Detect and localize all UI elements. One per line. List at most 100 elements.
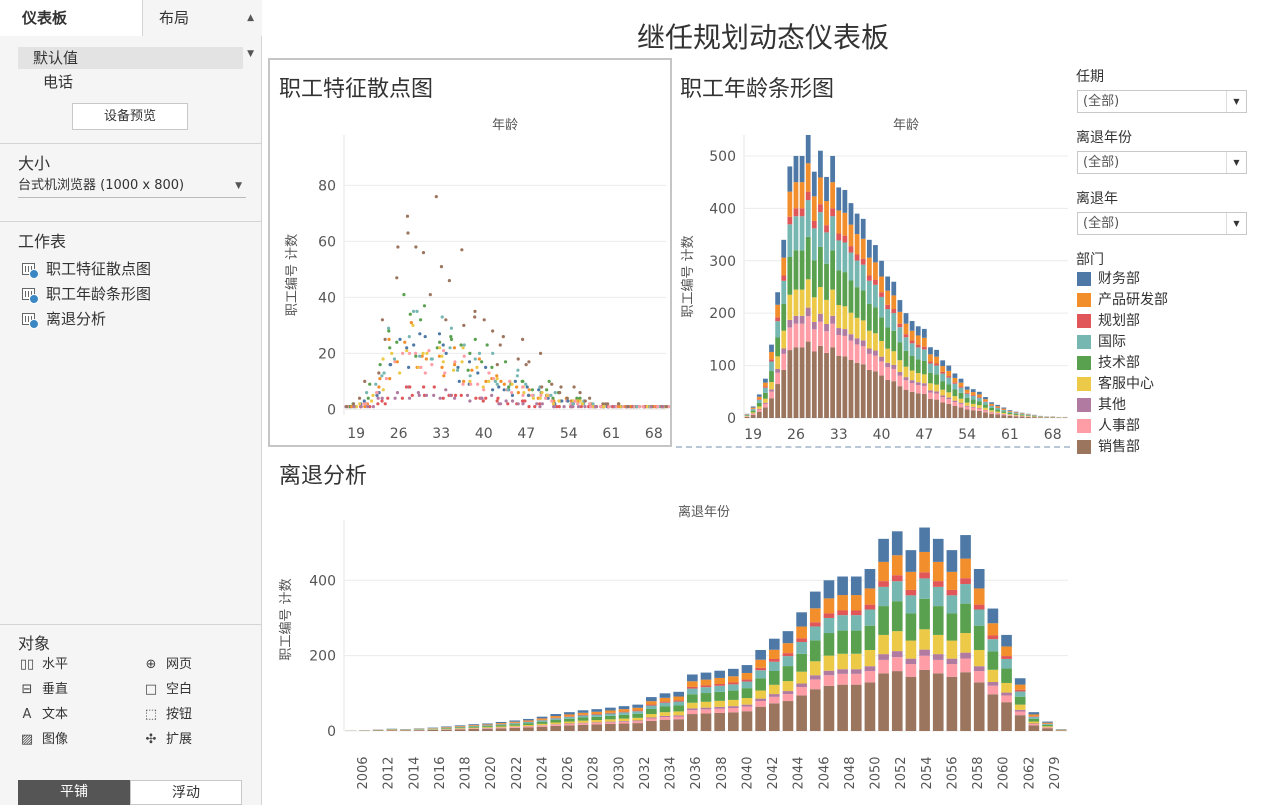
- extension-icon: ✣: [145, 732, 157, 747]
- chevron-down-icon: ▼: [1226, 91, 1246, 112]
- filter-retire-year-dropdown[interactable]: (全部) ▼: [1077, 151, 1247, 174]
- blank-icon: □: [144, 682, 158, 697]
- legend-item[interactable]: 产品研发部: [1077, 290, 1168, 310]
- worksheet-icon: [22, 313, 39, 329]
- legend-swatch: [1077, 440, 1091, 454]
- object-horizontal[interactable]: ▯▯ 水平: [18, 655, 68, 675]
- legend-label: 产品研发部: [1098, 292, 1168, 308]
- legend-label: 其他: [1098, 397, 1126, 413]
- legend-item[interactable]: 国际: [1077, 332, 1126, 352]
- legend-item[interactable]: 客服中心: [1077, 374, 1154, 394]
- divider: [0, 221, 262, 222]
- dashboard-sidebar: 仪表板 布局 ▲ ▼ 默认值 电话 设备预览 大小 台式机浏览器 (1000 x …: [0, 0, 262, 805]
- tab-layout-label: 布局: [159, 9, 190, 27]
- filter-value: (全部): [1083, 94, 1120, 109]
- legend-label: 客服中心: [1098, 376, 1154, 392]
- layout-mode-toggle: 平铺 浮动: [18, 780, 242, 805]
- text-icon: A: [22, 707, 32, 722]
- filter-tenure-label: 任期: [1076, 69, 1104, 85]
- device-phone[interactable]: 电话: [43, 73, 74, 91]
- scatter-panel-title: 职工特征散点图: [279, 77, 434, 102]
- object-label: 扩展: [166, 732, 193, 747]
- object-label: 垂直: [42, 682, 69, 697]
- chevron-down-icon: ▼: [235, 181, 242, 191]
- device-default[interactable]: 默认值: [18, 47, 243, 69]
- vertical-container-icon: ⊟: [21, 682, 33, 697]
- filter-tenure-dropdown[interactable]: (全部) ▼: [1077, 90, 1247, 113]
- legend-label: 国际: [1098, 334, 1126, 350]
- legend-swatch: [1077, 314, 1091, 328]
- filter-retire-label: 离退年: [1076, 191, 1118, 207]
- horizontal-container-icon: ▯▯: [19, 657, 35, 672]
- legend-item[interactable]: 财务部: [1077, 269, 1140, 289]
- legend-item[interactable]: 其他: [1077, 395, 1126, 415]
- tab-dashboard[interactable]: 仪表板: [0, 0, 143, 36]
- size-heading: 大小: [18, 154, 51, 173]
- dashboard-title: 继任规划动态仪表板: [636, 21, 889, 54]
- drop-zone-indicator: [676, 446, 1070, 448]
- mode-tiled-button[interactable]: 平铺: [18, 780, 130, 805]
- legend-title: 部门: [1076, 252, 1104, 268]
- legend-swatch: [1077, 335, 1091, 349]
- legend-label: 财务部: [1098, 271, 1140, 287]
- mode-floating-button[interactable]: 浮动: [130, 780, 242, 805]
- legend-label: 人事部: [1098, 418, 1140, 434]
- worksheet-label: 职工年龄条形图: [46, 285, 152, 303]
- legend-item[interactable]: 规划部: [1077, 311, 1140, 331]
- legend-item[interactable]: 人事部: [1077, 416, 1140, 436]
- selected-sheet-frame[interactable]: [268, 58, 672, 447]
- legend-label: 销售部: [1098, 439, 1140, 455]
- legend-swatch: [1077, 293, 1091, 307]
- objects-heading: 对象: [18, 634, 51, 653]
- object-blank[interactable]: □ 空白: [142, 680, 192, 700]
- filter-retire-year-label: 离退年份: [1076, 130, 1132, 146]
- device-preview-button[interactable]: 设备预览: [72, 103, 188, 130]
- worksheet-icon: [22, 263, 39, 279]
- object-image[interactable]: ▨ 图像: [18, 730, 68, 750]
- sidebar-tabs: 仪表板 布局 ▲ ▼: [0, 0, 262, 59]
- legend-swatch: [1077, 272, 1091, 286]
- legend-swatch: [1077, 356, 1091, 370]
- filter-value: (全部): [1083, 216, 1120, 231]
- legend-swatch: [1077, 398, 1091, 412]
- updown-arrows-icon: ▲ ▼: [247, 13, 254, 59]
- worksheet-item[interactable]: 职工年龄条形图: [20, 283, 151, 305]
- globe-icon: ⊕: [145, 657, 157, 672]
- legend-label: 技术部: [1098, 355, 1140, 371]
- legend-swatch: [1077, 377, 1091, 391]
- bar-panel-title: 职工年龄条形图: [680, 77, 835, 102]
- worksheets-heading: 工作表: [18, 232, 67, 251]
- size-dropdown-value: 台式机浏览器 (1000 x 800): [18, 178, 185, 193]
- worksheet-label: 职工特征散点图: [46, 260, 152, 278]
- legend-item[interactable]: 销售部: [1077, 437, 1140, 457]
- object-webpage[interactable]: ⊕ 网页: [142, 655, 192, 675]
- filter-value: (全部): [1083, 155, 1120, 170]
- object-vertical[interactable]: ⊟ 垂直: [18, 680, 68, 700]
- legend-item[interactable]: 技术部: [1077, 353, 1140, 373]
- chevron-down-icon: ▼: [1226, 152, 1246, 173]
- legend-swatch: [1077, 419, 1091, 433]
- filter-retire-dropdown[interactable]: (全部) ▼: [1077, 212, 1247, 235]
- worksheet-icon: [22, 288, 39, 304]
- tab-layout[interactable]: 布局 ▲ ▼: [143, 0, 262, 59]
- chevron-down-icon: ▼: [1226, 213, 1246, 234]
- object-label: 文本: [42, 707, 69, 722]
- object-button[interactable]: ⬚ 按钮: [142, 705, 192, 725]
- size-dropdown[interactable]: 台式机浏览器 (1000 x 800) ▼: [18, 176, 246, 198]
- worksheet-item[interactable]: 职工特征散点图: [20, 258, 151, 280]
- object-label: 空白: [166, 682, 193, 697]
- object-label: 网页: [166, 657, 193, 672]
- legend-label: 规划部: [1098, 313, 1140, 329]
- image-icon: ▨: [20, 732, 34, 747]
- object-label: 按钮: [166, 707, 193, 722]
- button-icon: ⬚: [144, 707, 158, 722]
- retire-panel-title: 离退分析: [279, 464, 368, 489]
- divider: [0, 143, 262, 144]
- object-extension[interactable]: ✣ 扩展: [142, 730, 192, 750]
- divider: [0, 624, 262, 625]
- object-label: 图像: [42, 732, 69, 747]
- object-text[interactable]: A 文本: [18, 705, 68, 725]
- worksheet-label: 离退分析: [46, 310, 107, 328]
- object-label: 水平: [42, 657, 69, 672]
- worksheet-item[interactable]: 离退分析: [20, 308, 106, 330]
